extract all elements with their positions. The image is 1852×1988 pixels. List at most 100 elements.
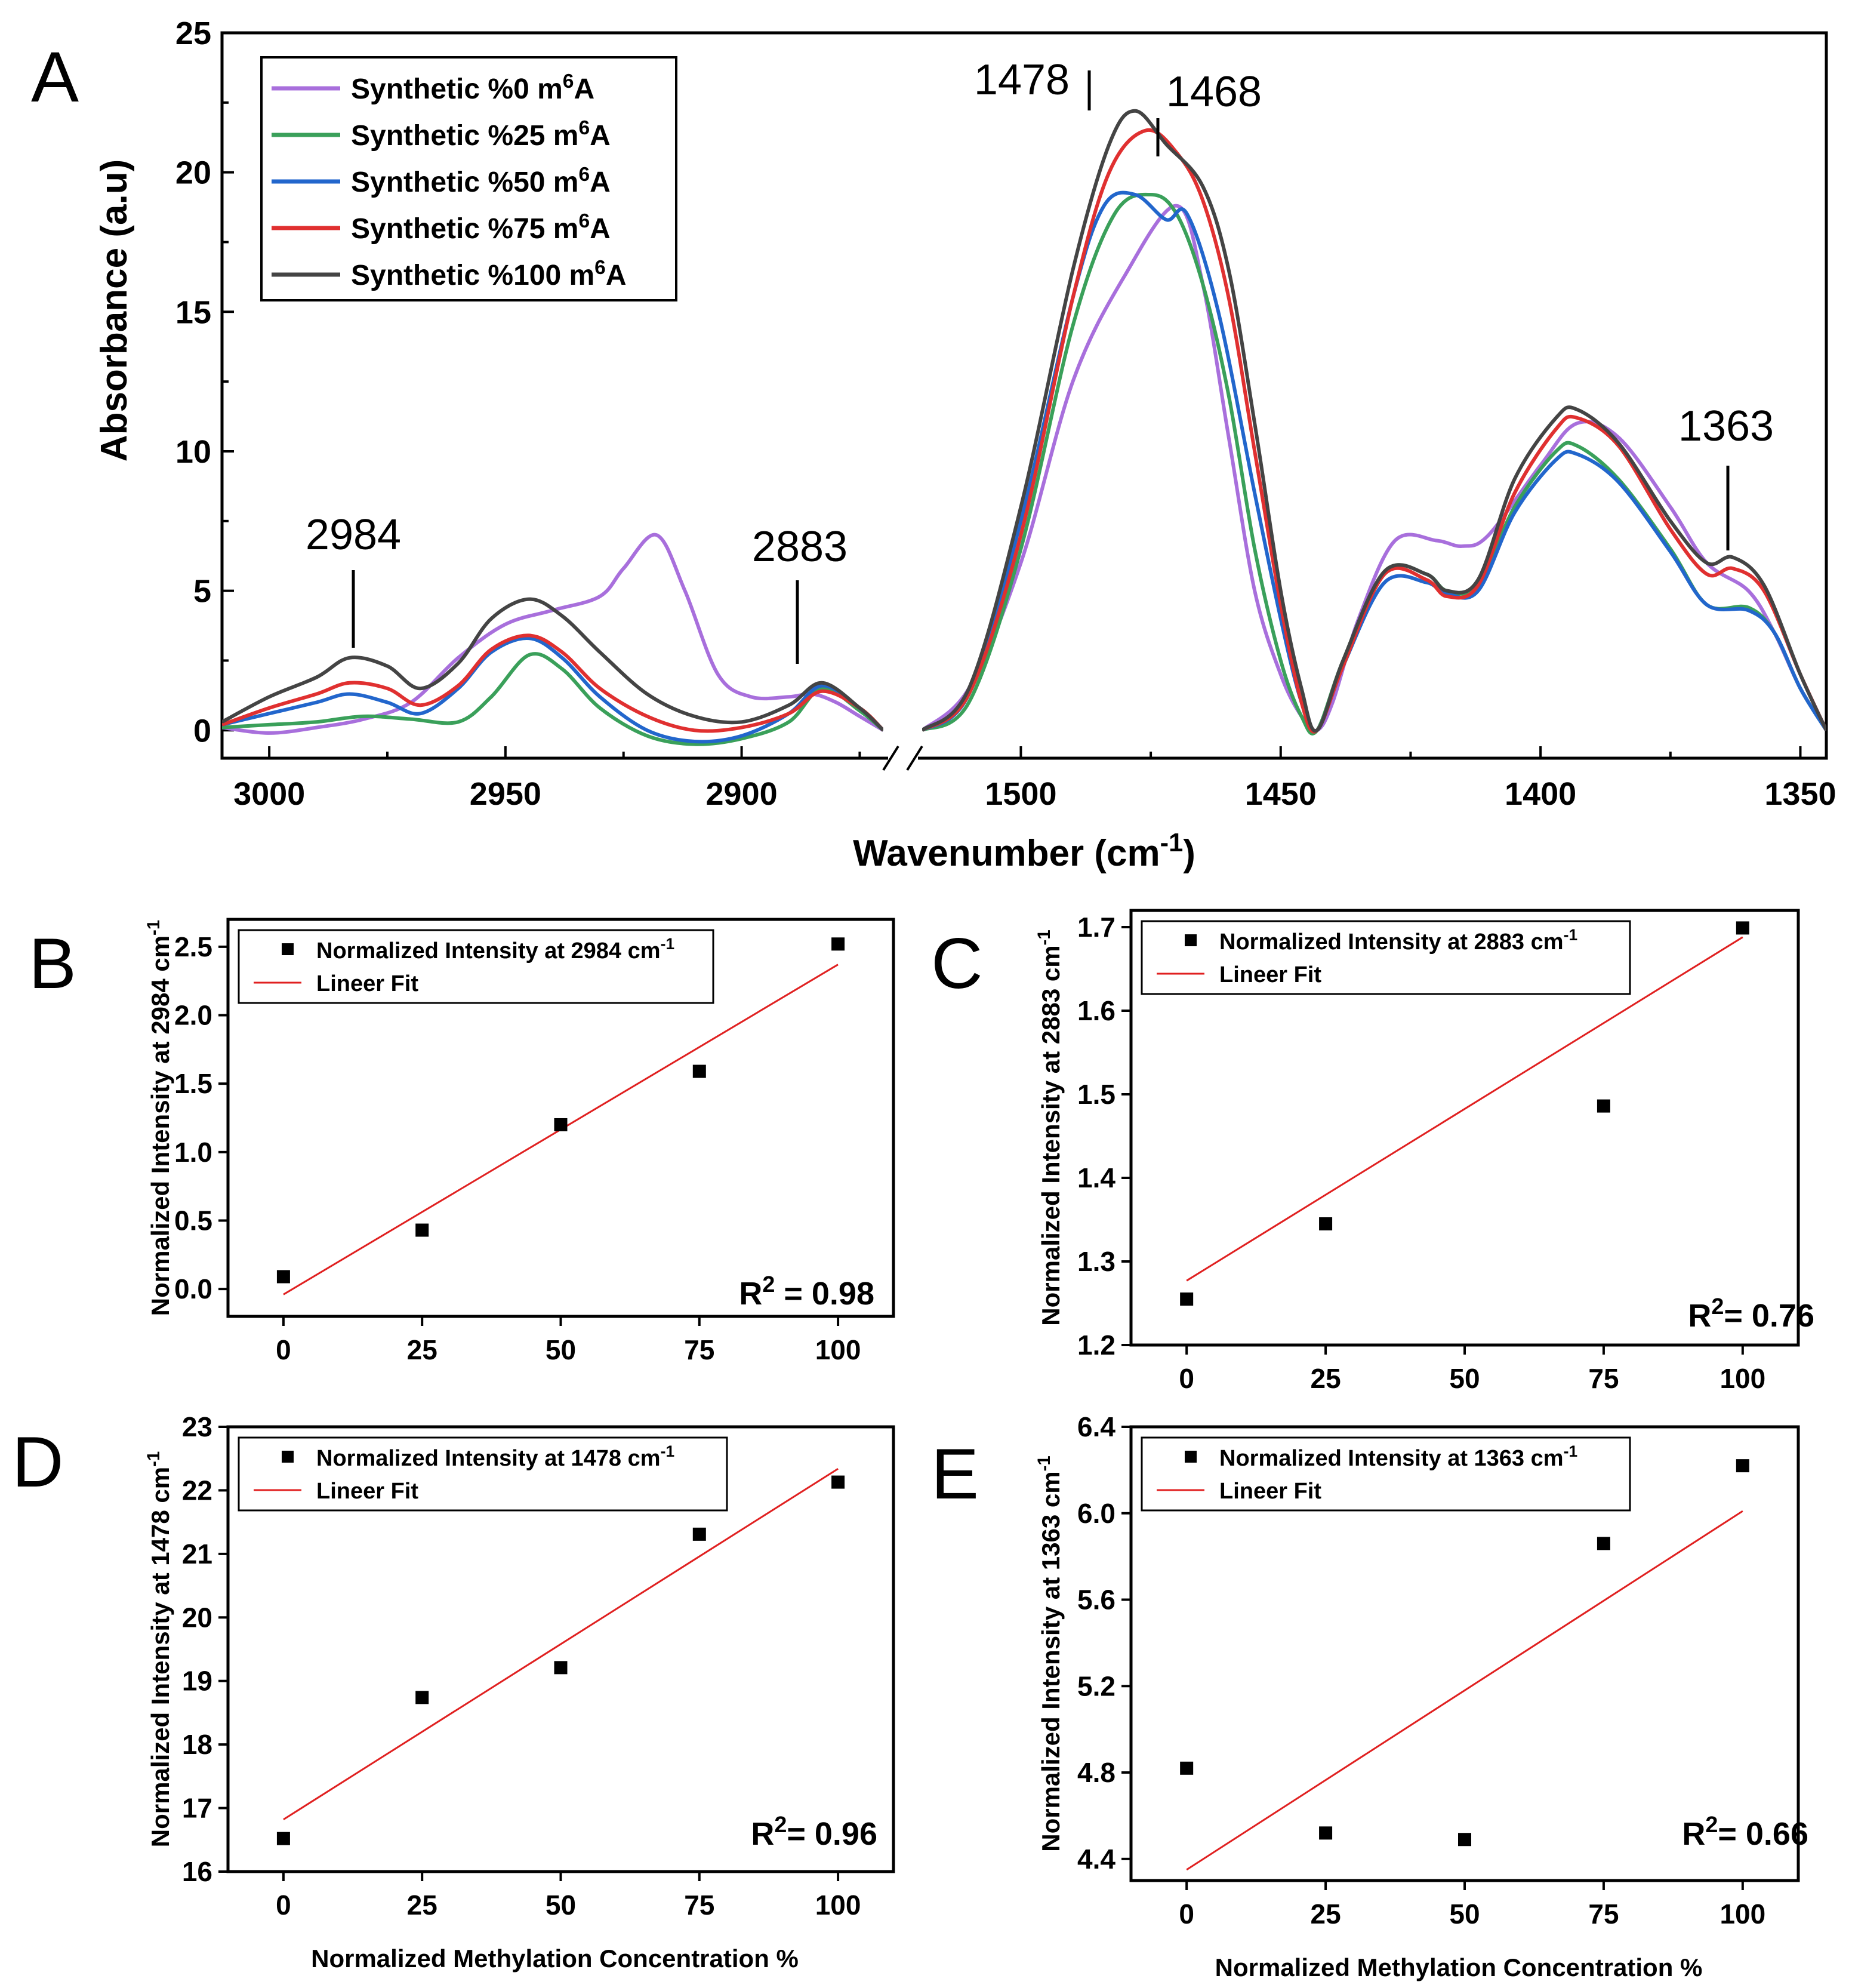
text-span: A bbox=[606, 260, 627, 291]
x-tick-label: 25 bbox=[1310, 1898, 1341, 1929]
x-tick-label: 50 bbox=[546, 1334, 576, 1365]
superscript: -1 bbox=[1564, 926, 1578, 944]
y-tick-label: 2.5 bbox=[174, 931, 212, 962]
y-tick-label: 25 bbox=[175, 16, 211, 51]
data-point bbox=[1319, 1217, 1333, 1230]
text-span: Normalized Intensity at 2984 cm bbox=[316, 938, 661, 964]
y-axis-title: Absorbance (a.u) bbox=[94, 159, 135, 461]
y-tick-label: 22 bbox=[182, 1475, 212, 1506]
text-span: Normalized Intensity at 2984 cm bbox=[146, 935, 174, 1316]
y-axis-title: Normalized Intensity at 1478 cm-1 bbox=[144, 1451, 175, 1847]
legend-label-points: Normalized Intensity at 1478 cm-1 bbox=[316, 1442, 674, 1471]
data-point bbox=[1736, 921, 1749, 935]
y-tick-label: 2.0 bbox=[174, 1000, 212, 1031]
text-span: Synthetic %50 m bbox=[351, 167, 578, 198]
y-tick-label: 15 bbox=[175, 294, 211, 330]
superscript: -1 bbox=[1034, 1455, 1054, 1471]
superscript: 6 bbox=[563, 70, 574, 93]
x-axis-title: Normalized Methylation Concentration % bbox=[311, 1944, 799, 1972]
panel-a-spectrum: 0 5 10 15 20 25 3000 2950 2900 1500 1450 1400 1350 Wa… bbox=[94, 16, 1836, 874]
text-span: Synthetic %100 m bbox=[351, 260, 594, 291]
legend-label-points: Normalized Intensity at 2984 cm-1 bbox=[316, 935, 674, 964]
y-tick-label: 1.6 bbox=[1077, 995, 1115, 1026]
legend-marker-square bbox=[1185, 934, 1197, 946]
x-axis-title: Wavenumber (cm-1) bbox=[853, 829, 1195, 874]
text-span: Normalized Intensity at 1478 cm bbox=[316, 1446, 661, 1471]
y-tick-label: 6.4 bbox=[1077, 1411, 1115, 1442]
x-tick-label: 50 bbox=[1449, 1898, 1480, 1929]
legend-label-fit: Lineer Fit bbox=[1219, 962, 1321, 987]
x-tick-label: 75 bbox=[1588, 1363, 1619, 1394]
panel-b-scatter: 0.0 0.5 1.0 1.5 2.0 2.5 0 25 50 75 100 Normalized I… bbox=[144, 918, 895, 1365]
superscript: -1 bbox=[661, 935, 675, 953]
legend-label-0: Synthetic %0 m6A bbox=[351, 70, 594, 106]
legend-marker-square bbox=[1185, 1451, 1197, 1463]
series-line-50-right bbox=[922, 190, 1826, 734]
legend-label-50: Synthetic %50 m6A bbox=[351, 164, 611, 199]
x-tick-label: 3000 bbox=[233, 776, 305, 812]
fit-line bbox=[283, 1467, 839, 1820]
x-tick-label: 100 bbox=[815, 1889, 861, 1921]
y-tick-label: 23 bbox=[182, 1411, 212, 1442]
y-tick-label: 4.8 bbox=[1077, 1757, 1115, 1788]
superscript: -1 bbox=[661, 1442, 675, 1460]
data-point bbox=[554, 1661, 568, 1675]
text-span: = 0.76 bbox=[1724, 1298, 1814, 1334]
y-axis-title: Normalized Intensity at 2984 cm-1 bbox=[144, 920, 175, 1316]
y-tick-label: 0.0 bbox=[174, 1273, 212, 1304]
legend-box bbox=[1141, 920, 1631, 995]
legend-box bbox=[238, 1436, 728, 1512]
x-tick-label: 1400 bbox=[1505, 776, 1576, 812]
y-tick-label: 1.0 bbox=[174, 1137, 212, 1168]
y-tick-label: 1.2 bbox=[1077, 1330, 1115, 1361]
y-tick-label: 1.5 bbox=[174, 1068, 212, 1099]
x-tick-label: 75 bbox=[684, 1889, 714, 1921]
y-tick-label: 6.0 bbox=[1077, 1498, 1115, 1529]
r-squared-label: R2= 0.96 bbox=[751, 1812, 877, 1852]
x-tick-label: 2950 bbox=[470, 776, 541, 812]
text-span: R bbox=[1688, 1298, 1711, 1334]
y-tick-label: 5.6 bbox=[1077, 1584, 1115, 1615]
text-span: = 0.96 bbox=[787, 1816, 877, 1852]
r-squared-label: R2= 0.66 bbox=[1682, 1812, 1808, 1852]
y-tick-label: 17 bbox=[182, 1793, 212, 1824]
data-point bbox=[831, 1475, 845, 1489]
data-point bbox=[1597, 1537, 1610, 1550]
data-point bbox=[1736, 1459, 1749, 1473]
fit-line bbox=[1186, 936, 1743, 1282]
legend: Normalized Intensity at 1363 cm-1 Lineer … bbox=[1141, 1436, 1631, 1512]
series-line-100-right bbox=[922, 109, 1826, 733]
text-span: R bbox=[739, 1276, 762, 1312]
y-tick-label: 0.5 bbox=[174, 1205, 212, 1236]
x-tick-label: 25 bbox=[407, 1889, 437, 1921]
panel-e-scatter: 4.4 4.8 5.2 5.6 6.0 6.4 0 25 50 75 100 Normalized I… bbox=[1034, 1411, 1809, 1981]
legend-label-fit: Lineer Fit bbox=[316, 971, 418, 996]
axis-break-mark bbox=[882, 745, 899, 771]
y-tick-label: 18 bbox=[182, 1729, 212, 1760]
text-span: Normalized Intensity at 1363 cm bbox=[1037, 1471, 1065, 1851]
legend-label-points: Normalized Intensity at 1363 cm-1 bbox=[1219, 1442, 1577, 1471]
data-point bbox=[1180, 1292, 1194, 1306]
x-tick-label: 0 bbox=[1179, 1898, 1194, 1929]
data-point bbox=[415, 1691, 429, 1704]
data-point bbox=[831, 937, 845, 951]
superscript: 2 bbox=[1711, 1294, 1724, 1319]
legend-label-fit: Lineer Fit bbox=[316, 1479, 418, 1504]
legend-marker-square bbox=[282, 1451, 294, 1463]
x-tick-label: 1350 bbox=[1764, 776, 1836, 812]
y-axis-title: Normalized Intensity at 1363 cm-1 bbox=[1034, 1455, 1065, 1851]
superscript: -1 bbox=[144, 1451, 164, 1467]
x-tick-label: 100 bbox=[1720, 1363, 1765, 1394]
x-tick-label: 0 bbox=[276, 1889, 291, 1921]
legend-box bbox=[1141, 1436, 1631, 1512]
data-point bbox=[554, 1118, 568, 1131]
x-tick-label: 100 bbox=[1720, 1898, 1765, 1929]
text-span: A bbox=[574, 73, 594, 105]
y-tick-label: 10 bbox=[175, 434, 211, 470]
text-span: = 0.66 bbox=[1718, 1816, 1808, 1852]
fit-line bbox=[1186, 1510, 1743, 1871]
legend-box bbox=[260, 56, 677, 301]
y-tick-label: 4.4 bbox=[1077, 1844, 1115, 1875]
x-tick-label: 25 bbox=[407, 1334, 437, 1365]
y-axis-title: Normalized Intensity at 2883 cm-1 bbox=[1034, 930, 1065, 1325]
